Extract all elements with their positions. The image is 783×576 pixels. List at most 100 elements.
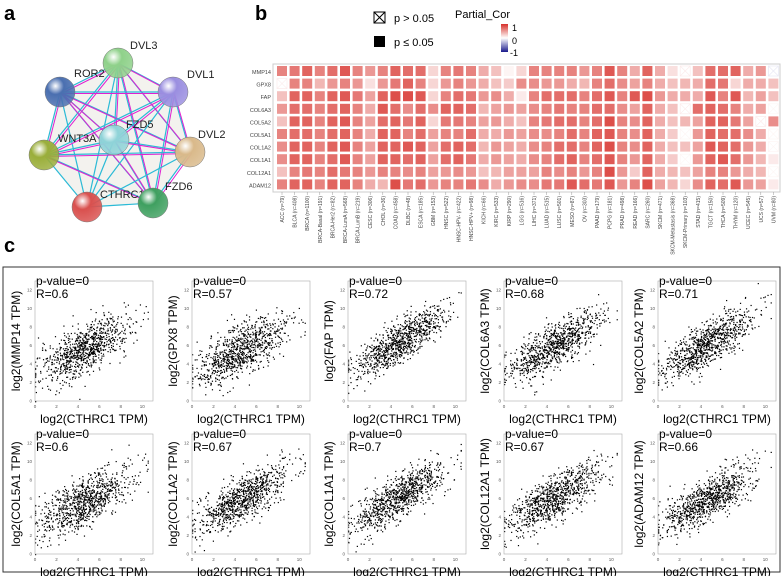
network-node-ror2[interactable] — [44, 76, 76, 108]
scatter-point — [417, 348, 419, 351]
heatmap-cell — [428, 129, 439, 139]
scatter-point — [64, 341, 66, 344]
scatter-point — [98, 343, 100, 345]
heatmap-cell — [629, 91, 640, 102]
scatter-point — [90, 362, 92, 364]
scatter-point — [109, 351, 112, 353]
network-node-fzd5[interactable] — [98, 124, 130, 156]
heatmap-cell — [327, 103, 338, 114]
network-node-cthrc1[interactable] — [71, 191, 103, 223]
scatter-point — [262, 335, 264, 337]
scatter-point — [69, 346, 71, 348]
scatter-point — [222, 355, 225, 357]
scatter-point — [101, 336, 103, 338]
scatter-point — [86, 323, 88, 325]
network-node-dvl1[interactable] — [157, 76, 189, 108]
heatmap-cell — [541, 66, 552, 76]
scatter-point — [600, 308, 602, 310]
scatter-point — [538, 363, 540, 365]
scatter-point — [687, 375, 690, 377]
scatter-point — [567, 323, 569, 325]
scatter-point — [693, 361, 695, 363]
scatter-point — [719, 368, 722, 370]
scatter-point — [543, 350, 545, 352]
scatter-point — [704, 342, 706, 345]
heatmap-cell — [478, 179, 489, 190]
scatter-point — [589, 314, 591, 316]
heatmap-column-label: BRCA-LumA (n=568) — [343, 196, 349, 243]
x-tick-label: 2 — [212, 404, 215, 409]
scatter-point — [440, 300, 442, 302]
scatter-point — [234, 371, 236, 373]
scatter-point — [560, 344, 562, 346]
scatter-point — [83, 345, 85, 347]
scatter-point — [529, 371, 532, 373]
y-axis-label: log2(FAP TPM) — [322, 300, 336, 382]
scatter-point — [579, 327, 581, 329]
scatter-point — [727, 341, 729, 344]
scatter-point — [112, 348, 114, 351]
scatter-point — [218, 374, 221, 377]
heatmap-cell — [277, 103, 287, 114]
scatter-point — [206, 354, 208, 356]
scatter-point — [575, 327, 577, 329]
scatter-point — [718, 315, 721, 317]
heatmap-cell — [579, 91, 590, 102]
scatter-point — [697, 363, 699, 365]
scatter-point — [99, 328, 102, 330]
network-node-wnt3a[interactable] — [28, 139, 60, 171]
network-node-dvl3[interactable] — [102, 47, 134, 79]
scatter-point — [69, 341, 71, 343]
scatter-point — [59, 358, 62, 360]
scatter-point — [539, 350, 541, 352]
scatter-point — [603, 310, 606, 312]
scatter-point — [95, 311, 97, 314]
scatter-point — [410, 324, 412, 326]
scatter-point — [238, 362, 241, 364]
x-axis-label: log2(CTHRC1 TPM) — [40, 412, 148, 426]
scatter-point — [217, 354, 219, 357]
scatter-point — [599, 323, 601, 325]
scatter-point — [66, 356, 68, 358]
scatter-point — [407, 339, 409, 341]
scatter-point — [441, 316, 444, 318]
scatter-point — [543, 336, 545, 338]
scatter-point — [411, 341, 413, 343]
network-node-fzd6[interactable] — [137, 187, 169, 219]
scatter-point — [561, 343, 563, 345]
scatter-point — [269, 343, 271, 345]
heatmap-column-label: MESO (n=87) — [570, 196, 576, 227]
scatter-point — [51, 364, 53, 366]
scatter-point — [108, 346, 110, 349]
scatter-point — [236, 336, 238, 338]
scatter-point — [95, 355, 97, 357]
heatmap-cell — [655, 129, 665, 139]
scatter-point — [192, 364, 194, 366]
heatmap-cell — [365, 179, 376, 190]
scatter-point — [539, 347, 542, 349]
scatter-point — [574, 333, 577, 335]
scatter-point — [372, 350, 374, 353]
scatter-point — [401, 337, 403, 339]
scatter-point — [378, 375, 381, 378]
scatter-point — [273, 358, 275, 360]
scatter-point — [575, 332, 577, 334]
scatter-point — [566, 348, 568, 350]
scatter-point — [76, 359, 78, 361]
scatter-point — [392, 343, 394, 346]
scatter-point — [85, 338, 87, 340]
scatter-point — [266, 354, 268, 356]
scatter-point — [227, 375, 229, 377]
heatmap-cell — [566, 166, 577, 177]
scatter-point — [387, 347, 389, 349]
scatter-point — [380, 348, 382, 351]
network-node-dvl2[interactable] — [174, 136, 206, 168]
scatter-point — [684, 343, 686, 345]
heatmap-cell — [554, 154, 565, 165]
scatter-point — [226, 370, 228, 372]
scatter-point — [400, 344, 402, 346]
scatter-point — [750, 304, 752, 307]
scatter-point — [96, 337, 98, 339]
scatter-point — [545, 361, 547, 363]
scatter-point — [430, 319, 433, 321]
